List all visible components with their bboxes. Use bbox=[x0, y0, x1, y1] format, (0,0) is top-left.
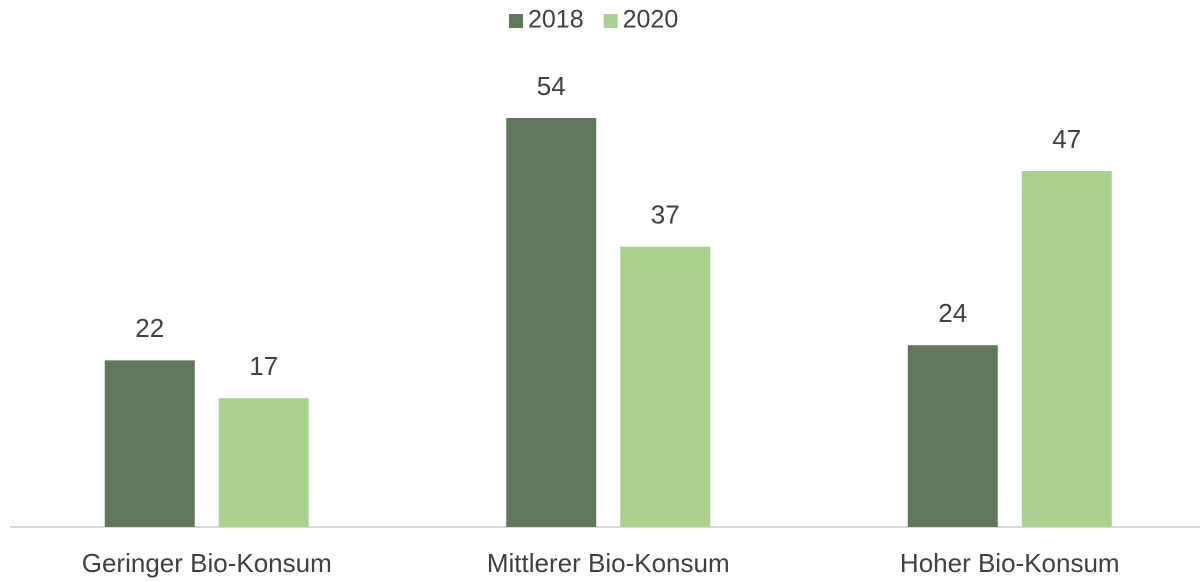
data-label: 24 bbox=[938, 298, 967, 328]
bar bbox=[907, 345, 998, 527]
bar bbox=[1021, 171, 1112, 527]
bar bbox=[506, 118, 597, 527]
bar bbox=[620, 246, 711, 527]
data-label: 54 bbox=[537, 71, 566, 101]
legend-swatch bbox=[603, 14, 618, 28]
x-tick-label: Hoher Bio-Konsum bbox=[900, 548, 1120, 578]
data-label: 17 bbox=[249, 351, 278, 381]
bar bbox=[218, 398, 309, 527]
legend-label: 2020 bbox=[623, 6, 679, 34]
bar bbox=[104, 360, 195, 527]
x-tick-label: Geringer Bio-Konsum bbox=[82, 548, 332, 578]
legend-swatch bbox=[509, 14, 523, 28]
data-label: 22 bbox=[135, 313, 164, 343]
legend-label: 2018 bbox=[528, 6, 584, 34]
data-label: 47 bbox=[1052, 124, 1081, 154]
x-tick-label: Mittlerer Bio-Konsum bbox=[487, 548, 730, 578]
data-label: 37 bbox=[651, 200, 680, 230]
